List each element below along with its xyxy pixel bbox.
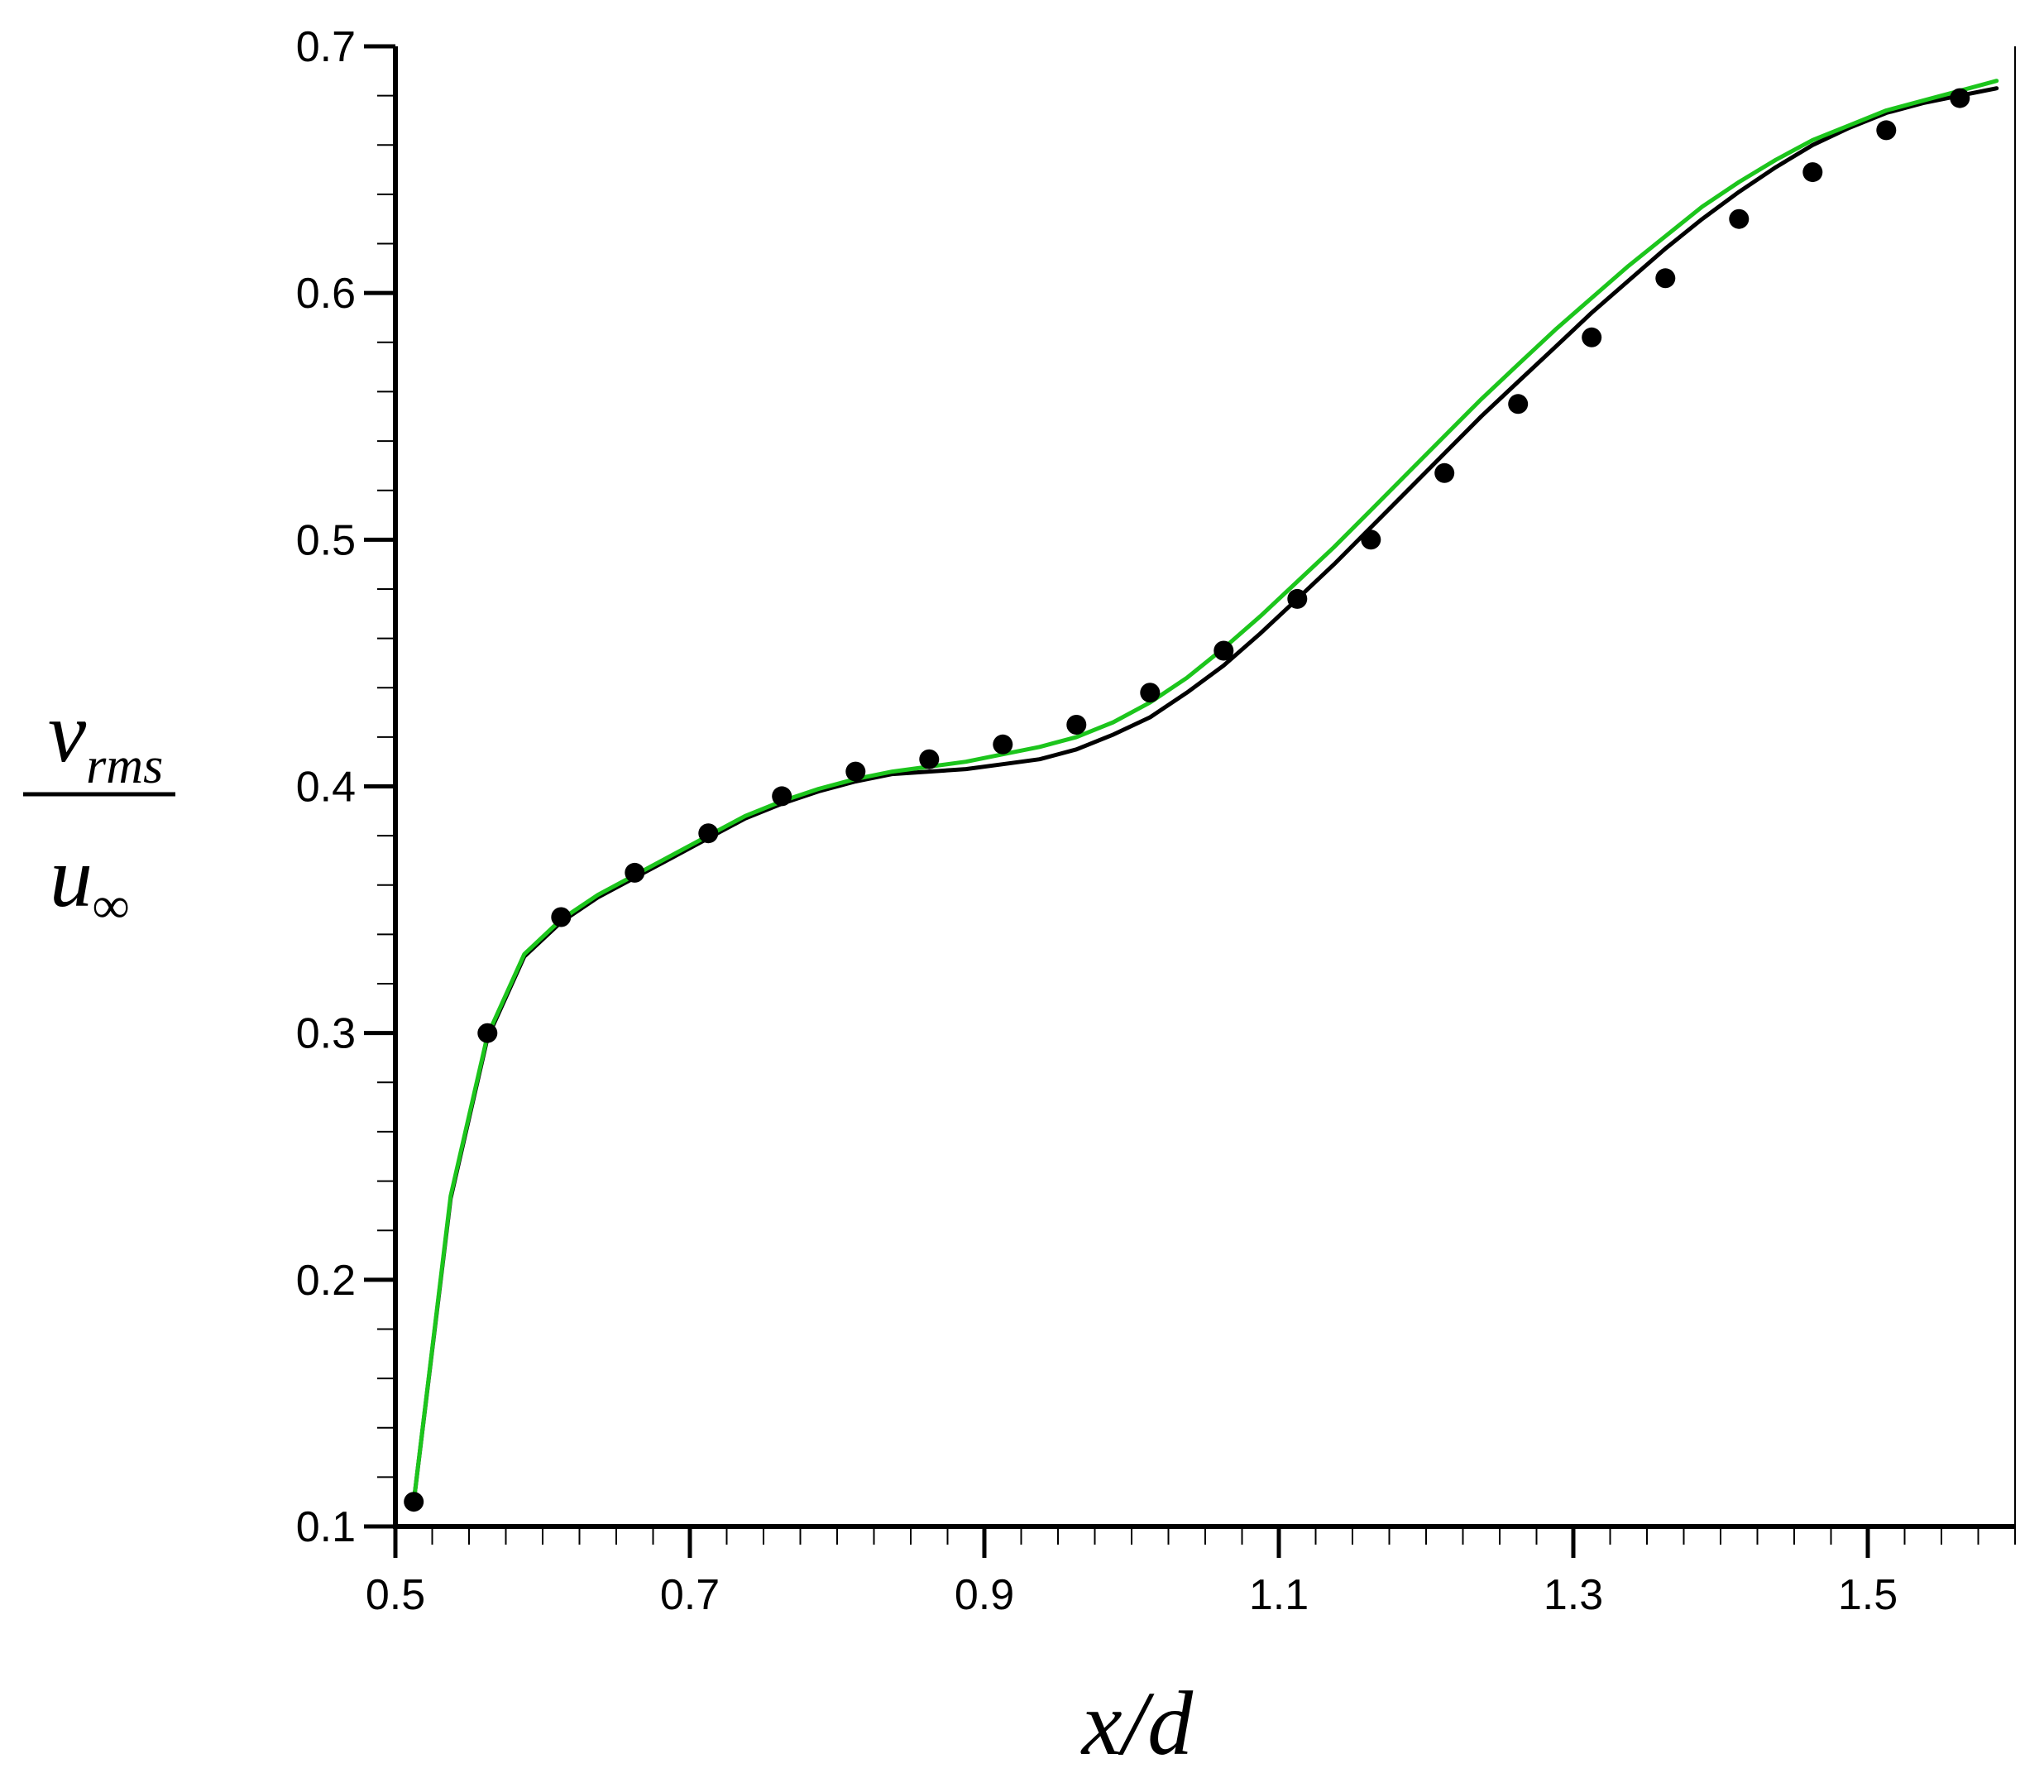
data-point <box>1950 88 1970 108</box>
y-axis-title-denominator-subscript: ∞ <box>93 878 129 934</box>
y-axis-title: vrms u∞ <box>23 685 175 934</box>
data-point <box>404 1492 424 1512</box>
data-point <box>551 907 572 927</box>
x-axis-title: x/d <box>1080 1673 1194 1774</box>
data-point <box>1876 120 1897 141</box>
data-point <box>1066 715 1087 735</box>
data-point <box>1729 208 1750 229</box>
data-point <box>1140 683 1161 703</box>
x-tick-label: 0.9 <box>955 1571 1014 1619</box>
ticks-layer: 0.1 0.2 0.3 0.4 0.5 0.6 0.7 0.5 0.7 0.9 1.1 1.3 1.5 <box>296 23 2016 1619</box>
series-line-0 <box>411 86 1999 1504</box>
data-point <box>845 761 866 782</box>
y-tick-label: 0.5 <box>296 516 356 564</box>
svg-text:vrms: vrms <box>48 685 163 794</box>
data-point <box>1434 462 1455 483</box>
data-point <box>1802 162 1823 183</box>
y-tick-label: 0.6 <box>296 270 356 318</box>
data-point <box>1508 394 1529 414</box>
y-tick-label: 0.2 <box>296 1257 356 1305</box>
axes-layer <box>393 46 2016 1529</box>
y-axis-title-numerator: v <box>48 685 87 780</box>
x-tick-label: 0.7 <box>660 1571 720 1619</box>
data-point <box>698 823 719 844</box>
data-point <box>1655 268 1676 289</box>
data-point <box>1582 327 1602 347</box>
data-point <box>772 786 792 807</box>
svg-text:u∞: u∞ <box>50 830 129 934</box>
y-tick-label: 0.1 <box>296 1503 356 1551</box>
y-axis-title-denominator: u <box>50 830 93 925</box>
data-point <box>993 734 1013 755</box>
x-tick-label: 1.1 <box>1249 1571 1309 1619</box>
x-tick-label: 0.5 <box>366 1571 425 1619</box>
y-tick-label: 0.4 <box>296 764 356 812</box>
series-line-1 <box>411 79 1999 1504</box>
y-tick-label: 0.7 <box>296 23 356 71</box>
data-point <box>1361 529 1381 550</box>
y-axis-title-numerator-subscript: rms <box>86 738 163 794</box>
data-point <box>625 862 645 883</box>
x-tick-label: 1.3 <box>1544 1571 1603 1619</box>
y-tick-label: 0.3 <box>296 1010 356 1058</box>
data-point <box>1287 588 1308 609</box>
data-point <box>919 749 940 769</box>
data-point <box>477 1023 498 1043</box>
data-point <box>1213 640 1234 661</box>
series-layer <box>404 79 1999 1512</box>
x-tick-label: 1.5 <box>1838 1571 1898 1619</box>
